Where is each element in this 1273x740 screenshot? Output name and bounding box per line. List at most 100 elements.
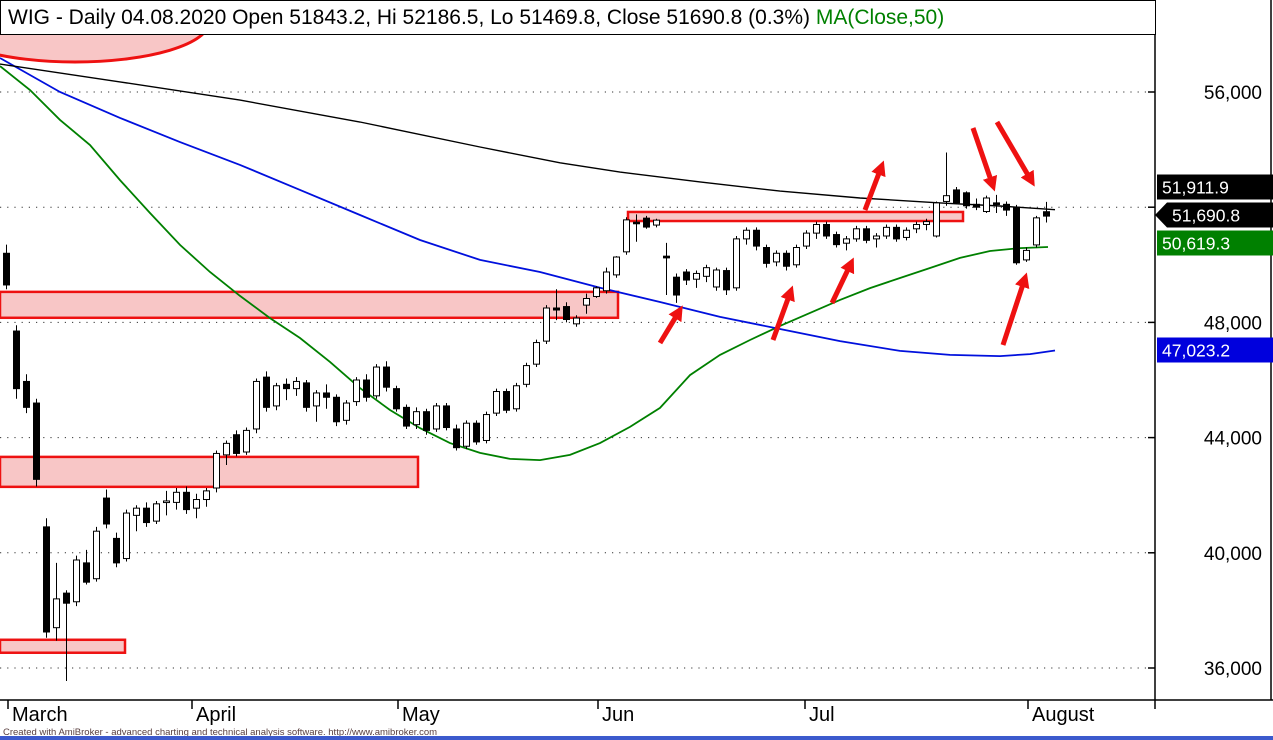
candle-up (1033, 217, 1040, 246)
price-callout (1157, 174, 1273, 200)
candle-up (853, 228, 860, 240)
x-axis-month-label: May (402, 704, 440, 726)
candle-down (503, 391, 510, 411)
candle-down (723, 270, 730, 291)
candle-down (553, 307, 560, 311)
candle-up (873, 235, 880, 240)
candle-up (493, 391, 500, 414)
up-arrow (829, 257, 855, 305)
candle-up (813, 223, 820, 234)
x-axis-month-label: April (196, 704, 236, 726)
candle-up (913, 223, 920, 230)
candle-up (543, 307, 550, 342)
candle-up (693, 272, 700, 280)
candle-up (243, 429, 250, 453)
candle-down (263, 376, 270, 408)
x-axis-month-label: March (12, 704, 68, 726)
candle-up (773, 252, 780, 263)
up-arrow (770, 285, 795, 341)
candle-down (63, 592, 70, 604)
candle-up (583, 297, 590, 306)
price-callout-label: 50,619.3 (1162, 234, 1230, 254)
candle-down (893, 226, 900, 240)
candle-down (563, 306, 570, 321)
candle-up (173, 491, 180, 503)
moving-average-lines (0, 57, 1056, 462)
candle-down (763, 247, 770, 264)
candle-down (643, 217, 650, 228)
candle-up (313, 392, 320, 407)
candle-down (753, 229, 760, 247)
y-axis-label: 48,000 (1204, 313, 1262, 334)
candle-up (483, 414, 490, 441)
candle-up (133, 507, 140, 516)
candle-down (183, 491, 190, 511)
candle-down (963, 192, 970, 207)
candle-up (163, 500, 170, 504)
candle-down (283, 383, 290, 390)
candle-up (903, 229, 910, 238)
candle-down (143, 507, 150, 524)
candle-up (213, 452, 220, 489)
candle-down (383, 366, 390, 388)
title-ohlc-text: WIG - Daily 04.08.2020 Open 51843.2, Hi … (8, 6, 811, 29)
candle-down (23, 380, 30, 408)
candle-up (523, 365, 530, 385)
up-arrow (862, 160, 886, 211)
candle-down (1003, 203, 1010, 211)
ma-short-50-line (0, 65, 1049, 462)
down-arrow (970, 127, 998, 192)
candle-up (593, 287, 600, 297)
candle-down (363, 379, 370, 398)
title-indicator-label: MA(Close,50) (810, 6, 945, 29)
price-callout-label: 51,911.9 (1162, 178, 1229, 198)
x-axis-month-label: Jun (602, 704, 634, 726)
price-callout (1167, 202, 1273, 228)
candle-up (343, 402, 350, 421)
candle-up (353, 379, 360, 403)
candle-up (93, 530, 100, 580)
candle-up (603, 271, 610, 292)
candle-down (393, 388, 400, 410)
candlestick-series (3, 152, 1050, 681)
x-axis-month-label: August (1032, 704, 1095, 726)
price-callout (1157, 337, 1273, 363)
candle-up (413, 411, 420, 426)
candle-up (743, 229, 750, 240)
support-resistance-zone (0, 638, 127, 654)
down-arrow (994, 120, 1035, 187)
candle-up (793, 247, 800, 266)
candle-up (843, 238, 850, 244)
candle-up (613, 256, 620, 276)
candle-up (1023, 249, 1030, 261)
candle-down (423, 411, 430, 431)
candle-down (13, 330, 20, 390)
candle-up (573, 317, 580, 325)
y-axis-label: 56,000 (1204, 83, 1262, 104)
candle-down (103, 497, 110, 525)
candle-down (1043, 211, 1050, 217)
annotation-zones (0, 0, 965, 654)
candle-down (673, 276, 680, 296)
up-arrow (1000, 272, 1030, 346)
candle-up (253, 380, 260, 430)
ma-mid-line (0, 57, 1056, 358)
candle-up (713, 269, 720, 288)
candle-down (33, 402, 40, 480)
y-axis-label: 36,000 (1204, 659, 1262, 680)
candle-up (53, 598, 60, 629)
candle-up (623, 219, 630, 253)
candle-down (473, 422, 480, 443)
candle-down (823, 223, 830, 237)
candle-up (513, 385, 520, 410)
candle-up (193, 499, 200, 509)
candle-down (783, 252, 790, 267)
candle-down (663, 255, 670, 259)
up-arrow (657, 305, 683, 345)
candle-up (883, 226, 890, 237)
candle-up (123, 512, 130, 560)
price-callouts: 51,911.9 51,690.8 50,619.3 47,023.2 (1155, 174, 1273, 363)
candle-down (43, 526, 50, 633)
candle-down (453, 428, 460, 449)
